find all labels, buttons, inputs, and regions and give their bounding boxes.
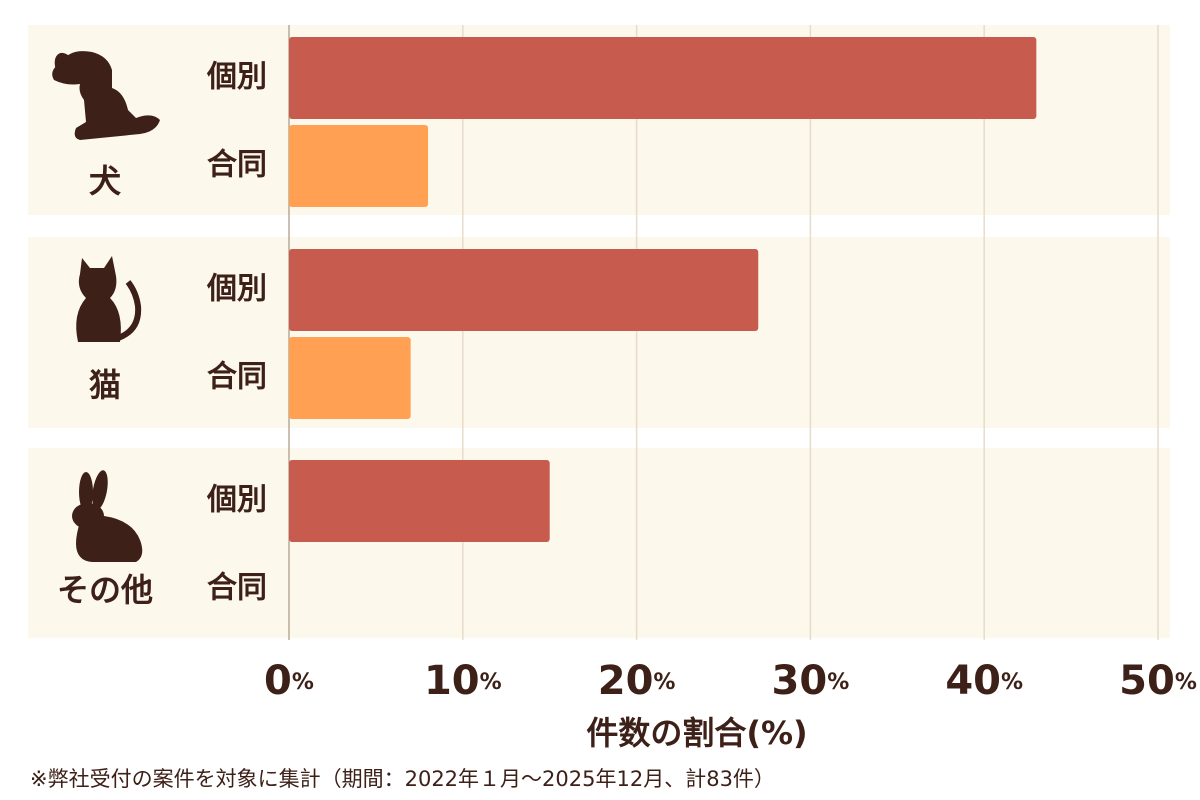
x-tick-label: 20% — [598, 658, 676, 704]
x-tick-label: 30% — [772, 658, 850, 704]
x-tick-label: 10% — [424, 658, 502, 704]
series-label: 合同 — [207, 571, 267, 606]
category-label: その他 — [57, 571, 153, 609]
cat-icon — [76, 256, 142, 342]
series-label: 個別 — [206, 272, 267, 307]
rabbit-icon — [72, 470, 143, 562]
category-label: 犬 — [89, 162, 121, 200]
category-label: 猫 — [89, 366, 121, 404]
bar — [289, 125, 429, 207]
x-tick-label: 0% — [264, 658, 314, 704]
footnote: ※弊社受付の案件を対象に集計（期間：2022年１月～2025年12月、計83件） — [30, 767, 775, 791]
group-panel — [28, 448, 1170, 638]
series-label: 個別 — [206, 483, 267, 518]
series-label: 合同 — [207, 148, 267, 183]
series-label: 個別 — [206, 60, 267, 95]
bar — [289, 249, 759, 331]
bar — [289, 460, 550, 542]
dog-icon — [52, 51, 161, 140]
x-tick-label: 40% — [945, 658, 1023, 704]
bar — [289, 37, 1037, 119]
series-label: 合同 — [207, 360, 267, 395]
x-axis-title: 件数の割合(%) — [586, 714, 807, 752]
x-tick-label: 50% — [1119, 658, 1197, 704]
bar — [289, 337, 411, 419]
